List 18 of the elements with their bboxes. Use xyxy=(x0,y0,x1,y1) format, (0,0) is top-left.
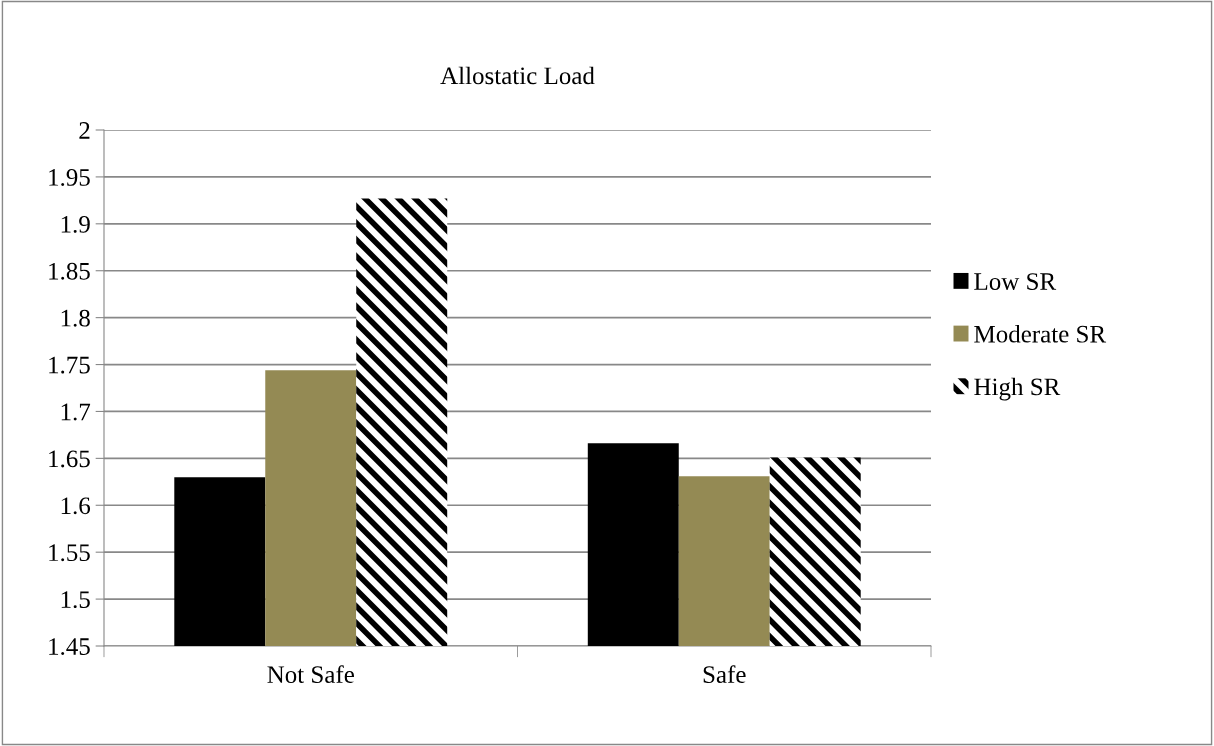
y-tick-label: 1.7 xyxy=(61,403,91,421)
chart-title: Allostatic Load xyxy=(440,66,595,85)
y-tick-label: 2 xyxy=(79,122,90,139)
y-tick-label: 1.75 xyxy=(49,356,90,374)
y-tick-label: 1.5 xyxy=(61,591,90,609)
x-tick-label: Not Safe xyxy=(267,665,354,684)
y-tick-label: 1.6 xyxy=(61,497,91,515)
y-tick-label: 1.45 xyxy=(49,638,90,656)
y-tick-label: 1.95 xyxy=(49,169,90,186)
legend-label: High SR xyxy=(974,377,1061,401)
x-tick-label: Safe xyxy=(703,665,746,684)
legend-label: Moderate SR xyxy=(974,325,1107,343)
y-tick-label: 1.55 xyxy=(49,544,90,562)
y-tick-label: 1.9 xyxy=(61,215,90,233)
legend-label: Low SR xyxy=(974,273,1057,290)
y-tick-label: 1.8 xyxy=(61,309,90,327)
y-tick-label: 1.65 xyxy=(49,450,90,468)
y-tick-label: 1.85 xyxy=(49,262,90,280)
